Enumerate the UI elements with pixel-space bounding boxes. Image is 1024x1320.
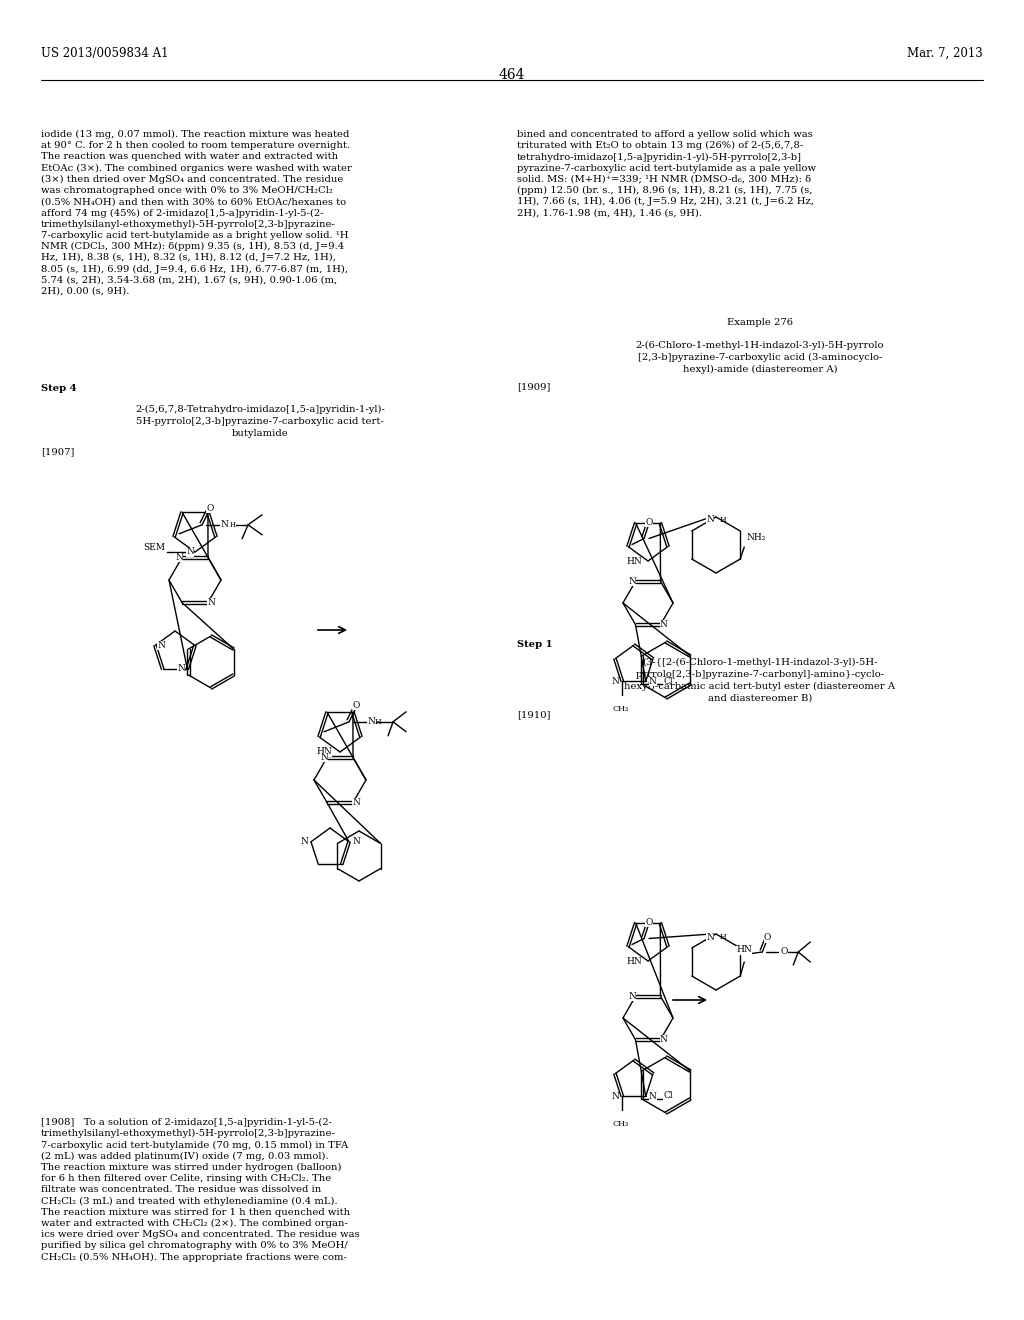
Text: Step 1: Step 1 (517, 640, 553, 649)
Text: [1907]: [1907] (41, 447, 75, 455)
Text: bined and concentrated to afford a yellow solid which was: bined and concentrated to afford a yello… (517, 129, 813, 139)
Text: and diastereomer B): and diastereomer B) (708, 694, 812, 704)
Text: N: N (629, 577, 637, 586)
Text: trimethylsilanyl-ethoxymethyl)-5H-pyrrolo[2,3-b]pyrazine-: trimethylsilanyl-ethoxymethyl)-5H-pyrrol… (41, 219, 336, 228)
Text: N: N (157, 642, 165, 649)
Text: CH₃: CH₃ (612, 705, 629, 713)
Text: HN: HN (736, 945, 752, 954)
Text: HN: HN (627, 957, 642, 965)
Text: Hz, 1H), 8.38 (s, 1H), 8.32 (s, 1H), 8.12 (d, J=7.2 Hz, 1H),: Hz, 1H), 8.38 (s, 1H), 8.32 (s, 1H), 8.1… (41, 253, 336, 263)
Text: O: O (645, 917, 652, 927)
Text: H: H (230, 521, 237, 529)
Text: was chromatographed once with 0% to 3% MeOH/CH₂Cl₂: was chromatographed once with 0% to 3% M… (41, 186, 333, 195)
Text: 2H), 1.76-1.98 (m, 4H), 1.46 (s, 9H).: 2H), 1.76-1.98 (m, 4H), 1.46 (s, 9H). (517, 209, 702, 218)
Text: 464: 464 (499, 69, 525, 82)
Text: N: N (352, 837, 359, 846)
Text: trimethylsilanyl-ethoxymethyl)-5H-pyrrolo[2,3-b]pyrazine-: trimethylsilanyl-ethoxymethyl)-5H-pyrrol… (41, 1129, 336, 1138)
Text: purified by silica gel chromatography with 0% to 3% MeOH/: purified by silica gel chromatography wi… (41, 1241, 348, 1250)
Text: O: O (764, 933, 771, 942)
Text: Example 276: Example 276 (727, 318, 793, 327)
Text: The reaction mixture was stirred for 1 h then quenched with: The reaction mixture was stirred for 1 h… (41, 1208, 350, 1217)
Text: H: H (720, 933, 727, 941)
Text: hexyl)-carbamic acid tert-butyl ester (diastereomer A: hexyl)-carbamic acid tert-butyl ester (d… (625, 682, 896, 692)
Text: 2-(5,6,7,8-Tetrahydro-imidazo[1,5-a]pyridin-1-yl)-: 2-(5,6,7,8-Tetrahydro-imidazo[1,5-a]pyri… (135, 405, 385, 414)
Text: afford 74 mg (45%) of 2-imidazo[1,5-a]pyridin-1-yl-5-(2-: afford 74 mg (45%) of 2-imidazo[1,5-a]py… (41, 209, 324, 218)
Text: O: O (780, 948, 787, 957)
Text: 8.05 (s, 1H), 6.99 (dd, J=9.4, 6.6 Hz, 1H), 6.77-6.87 (m, 1H),: 8.05 (s, 1H), 6.99 (dd, J=9.4, 6.6 Hz, 1… (41, 264, 348, 273)
Text: N: N (300, 837, 308, 846)
Text: at 90° C. for 2 h then cooled to room temperature overnight.: at 90° C. for 2 h then cooled to room te… (41, 141, 350, 150)
Text: 2H), 0.00 (s, 9H).: 2H), 0.00 (s, 9H). (41, 286, 129, 296)
Text: N: N (611, 1092, 620, 1101)
Text: N: N (611, 677, 620, 685)
Text: for 6 h then filtered over Celite, rinsing with CH₂Cl₂. The: for 6 h then filtered over Celite, rinsi… (41, 1173, 331, 1183)
Text: The reaction was quenched with water and extracted with: The reaction was quenched with water and… (41, 152, 338, 161)
Text: Cl: Cl (664, 1092, 674, 1101)
Text: N: N (707, 516, 714, 524)
Text: (ppm) 12.50 (br. s., 1H), 8.96 (s, 1H), 8.21 (s, 1H), 7.75 (s,: (ppm) 12.50 (br. s., 1H), 8.96 (s, 1H), … (517, 186, 812, 195)
Text: N: N (368, 717, 375, 726)
Text: N: N (175, 553, 183, 562)
Text: SEM: SEM (143, 544, 165, 553)
Text: N: N (649, 677, 656, 685)
Text: CH₂Cl₂ (3 mL) and treated with ethylenediamine (0.4 mL).: CH₂Cl₂ (3 mL) and treated with ethylened… (41, 1196, 338, 1205)
Text: N: N (207, 598, 215, 607)
Text: iodide (13 mg, 0.07 mmol). The reaction mixture was heated: iodide (13 mg, 0.07 mmol). The reaction … (41, 129, 349, 139)
Text: [1909]: [1909] (517, 381, 550, 391)
Text: 5H-pyrrolo[2,3-b]pyrazine-7-carboxylic acid tert-: 5H-pyrrolo[2,3-b]pyrazine-7-carboxylic a… (136, 417, 384, 426)
Text: (3×) then dried over MgSO₄ and concentrated. The residue: (3×) then dried over MgSO₄ and concentra… (41, 174, 343, 183)
Text: ics were dried over MgSO₄ and concentrated. The residue was: ics were dried over MgSO₄ and concentrat… (41, 1230, 359, 1239)
Text: H: H (720, 516, 727, 524)
Text: [1910]: [1910] (517, 710, 551, 719)
Text: N: N (659, 1035, 668, 1044)
Text: hexyl)-amide (diastereomer A): hexyl)-amide (diastereomer A) (683, 366, 838, 374)
Text: [2,3-b]pyrazine-7-carboxylic acid (3-aminocyclo-: [2,3-b]pyrazine-7-carboxylic acid (3-ami… (638, 352, 883, 362)
Text: tetrahydro-imidazo[1,5-a]pyridin-1-yl)-5H-pyrrolo[2,3-b]: tetrahydro-imidazo[1,5-a]pyridin-1-yl)-5… (517, 152, 802, 161)
Text: filtrate was concentrated. The residue was dissolved in: filtrate was concentrated. The residue w… (41, 1185, 322, 1195)
Text: US 2013/0059834 A1: US 2013/0059834 A1 (41, 48, 169, 59)
Text: O: O (352, 701, 359, 710)
Text: 2-(6-Chloro-1-methyl-1H-indazol-3-yl)-5H-pyrrolo: 2-(6-Chloro-1-methyl-1H-indazol-3-yl)-5H… (636, 341, 885, 350)
Text: O: O (207, 504, 214, 513)
Text: (2 mL) was added platinum(IV) oxide (7 mg, 0.03 mmol).: (2 mL) was added platinum(IV) oxide (7 m… (41, 1151, 329, 1160)
Text: NH₂: NH₂ (746, 532, 766, 541)
Text: N: N (177, 664, 185, 673)
Text: EtOAc (3×). The combined organics were washed with water: EtOAc (3×). The combined organics were w… (41, 164, 352, 173)
Text: H: H (375, 718, 382, 726)
Text: HN: HN (316, 747, 332, 756)
Text: butylamide: butylamide (231, 429, 289, 438)
Text: Step 4: Step 4 (41, 384, 77, 393)
Text: N: N (629, 991, 637, 1001)
Text: 5.74 (s, 2H), 3.54-3.68 (m, 2H), 1.67 (s, 9H), 0.90-1.06 (m,: 5.74 (s, 2H), 3.54-3.68 (m, 2H), 1.67 (s… (41, 276, 337, 285)
Text: The reaction mixture was stirred under hydrogen (balloon): The reaction mixture was stirred under h… (41, 1163, 341, 1172)
Text: N: N (321, 752, 328, 762)
Text: N: N (649, 1092, 656, 1101)
Text: CH₃: CH₃ (612, 1121, 629, 1129)
Text: N: N (659, 620, 668, 630)
Text: CH₂Cl₂ (0.5% NH₄OH). The appropriate fractions were com-: CH₂Cl₂ (0.5% NH₄OH). The appropriate fra… (41, 1253, 347, 1262)
Text: (3-{[2-(6-Chloro-1-methyl-1H-indazol-3-yl)-5H-: (3-{[2-(6-Chloro-1-methyl-1H-indazol-3-y… (642, 657, 878, 667)
Text: N: N (220, 520, 228, 529)
Text: 1H), 7.66 (s, 1H), 4.06 (t, J=5.9 Hz, 2H), 3.21 (t, J=6.2 Hz,: 1H), 7.66 (s, 1H), 4.06 (t, J=5.9 Hz, 2H… (517, 197, 814, 206)
Text: HN: HN (627, 557, 642, 565)
Text: triturated with Et₂O to obtain 13 mg (26%) of 2-(5,6,7,8-: triturated with Et₂O to obtain 13 mg (26… (517, 141, 803, 150)
Text: (0.5% NH₄OH) and then with 30% to 60% EtOAc/hexanes to: (0.5% NH₄OH) and then with 30% to 60% Et… (41, 197, 346, 206)
Text: N: N (707, 932, 714, 941)
Text: O: O (645, 517, 652, 527)
Text: Cl: Cl (664, 676, 674, 685)
Text: 7-carboxylic acid tert-butylamide as a bright yellow solid. ¹H: 7-carboxylic acid tert-butylamide as a b… (41, 231, 348, 240)
Text: Mar. 7, 2013: Mar. 7, 2013 (907, 48, 983, 59)
Text: N: N (186, 548, 194, 557)
Text: pyrazine-7-carboxylic acid tert-butylamide as a pale yellow: pyrazine-7-carboxylic acid tert-butylami… (517, 164, 816, 173)
Text: 7-carboxylic acid tert-butylamide (70 mg, 0.15 mmol) in TFA: 7-carboxylic acid tert-butylamide (70 mg… (41, 1140, 348, 1150)
Text: water and extracted with CH₂Cl₂ (2×). The combined organ-: water and extracted with CH₂Cl₂ (2×). Th… (41, 1218, 348, 1228)
Text: solid. MS: (M+H)⁺=339; ¹H NMR (DMSO-d₆, 300 MHz): δ: solid. MS: (M+H)⁺=339; ¹H NMR (DMSO-d₆, … (517, 174, 811, 183)
Text: pyrrolo[2,3-b]pyrazine-7-carbonyl]-amino}-cyclo-: pyrrolo[2,3-b]pyrazine-7-carbonyl]-amino… (636, 671, 885, 678)
Text: [1908]   To a solution of 2-imidazo[1,5-a]pyridin-1-yl-5-(2-: [1908] To a solution of 2-imidazo[1,5-a]… (41, 1118, 332, 1127)
Text: N: N (352, 799, 360, 807)
Text: NMR (CDCl₃, 300 MHz): δ(ppm) 9.35 (s, 1H), 8.53 (d, J=9.4: NMR (CDCl₃, 300 MHz): δ(ppm) 9.35 (s, 1H… (41, 242, 344, 251)
